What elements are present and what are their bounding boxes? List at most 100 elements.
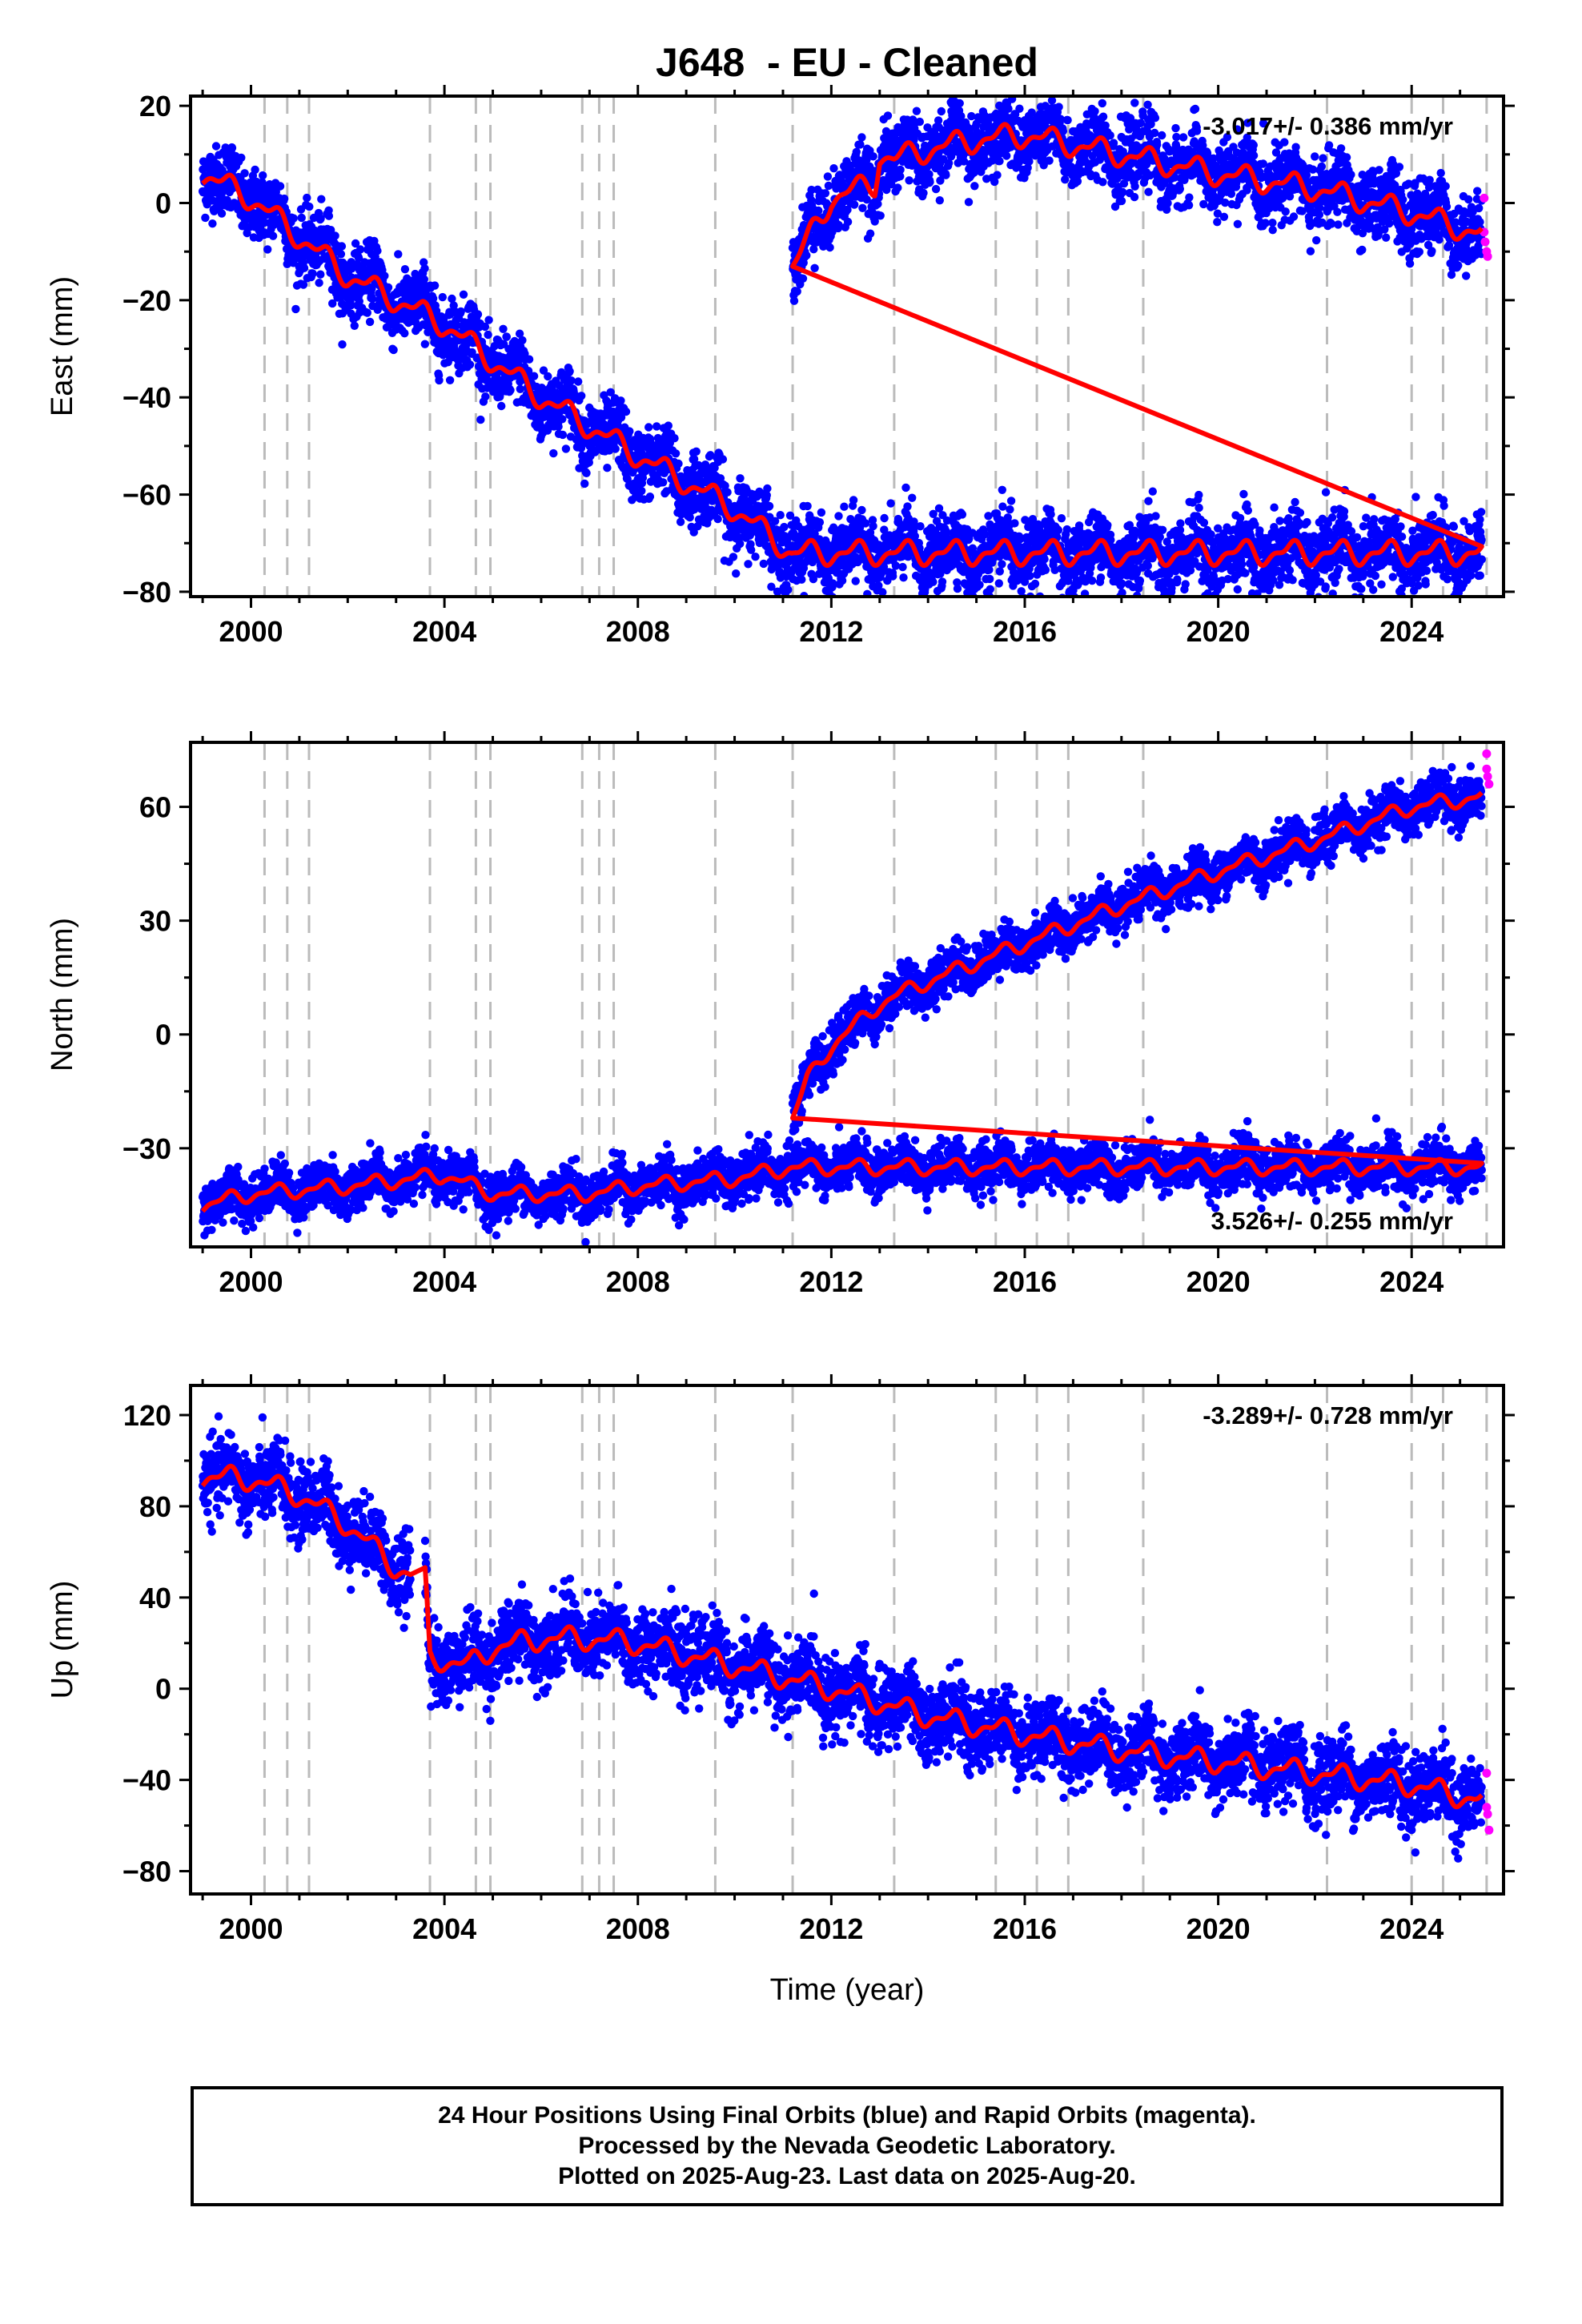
final-orbit-point [259, 171, 267, 180]
final-orbit-point [373, 247, 382, 255]
final-orbit-point [837, 576, 847, 585]
final-orbit-point [518, 336, 527, 345]
final-orbit-point [803, 501, 812, 511]
final-orbit-point [820, 602, 828, 610]
final-orbit-point [611, 444, 620, 453]
final-orbit-point [316, 270, 325, 279]
final-orbit-point [558, 430, 568, 440]
final-orbit-point [324, 211, 334, 220]
final-orbit-point [347, 301, 355, 310]
final-orbit-point [227, 143, 237, 152]
final-orbit-point [246, 178, 255, 187]
final-orbit-point [1476, 571, 1485, 580]
final-orbit-point [1421, 580, 1430, 589]
final-orbit-point [834, 512, 843, 521]
final-orbit-point [1069, 617, 1077, 625]
final-orbit-point [400, 329, 409, 338]
final-orbit-point [821, 189, 830, 198]
final-orbit-point [297, 213, 306, 223]
final-orbit-point [365, 317, 375, 327]
final-orbit-point [1087, 576, 1097, 585]
final-orbit-point [1477, 555, 1487, 564]
panel-east: 2000 2004 2008 2012 2016 2020 2024−80−60−40−20… [46, 85, 1515, 648]
final-orbit-point [1181, 580, 1190, 589]
final-orbit-point [328, 299, 337, 308]
final-orbit-point [1040, 555, 1049, 564]
final-orbit-point [938, 577, 947, 586]
final-orbit-point [1270, 503, 1279, 512]
final-orbit-point [1207, 530, 1215, 539]
final-orbit-point [671, 449, 681, 458]
final-orbit-point [1321, 488, 1331, 497]
final-orbit-point [776, 511, 785, 520]
final-orbit-point [420, 275, 428, 283]
final-orbit-point [1396, 522, 1405, 531]
final-orbit-point [670, 434, 679, 443]
final-orbit-point [759, 559, 768, 569]
final-orbit-point [765, 501, 774, 511]
final-orbit-point [817, 508, 826, 517]
final-orbit-point [645, 493, 655, 501]
final-orbit-point [744, 560, 753, 569]
final-orbit-point [350, 321, 359, 330]
final-orbit-point [1151, 512, 1160, 521]
final-orbit-point [1428, 510, 1437, 520]
final-orbit-point [299, 280, 308, 289]
final-orbit-point [825, 243, 834, 252]
chart-title: J648 - EU - Cleaned [656, 40, 1038, 85]
final-orbit-point [337, 242, 347, 251]
final-orbit-point [1144, 497, 1153, 505]
final-orbit-point [1155, 533, 1165, 541]
final-orbit-point [1452, 598, 1460, 606]
final-orbit-point [211, 142, 221, 151]
final-orbit-point [899, 573, 908, 582]
final-orbit-point [481, 392, 490, 401]
final-orbit-point [544, 372, 552, 381]
final-orbit-point [327, 226, 335, 235]
final-orbit-point [484, 316, 493, 324]
final-orbit-point [549, 448, 558, 458]
final-orbit-point [331, 231, 339, 240]
final-orbit-point [554, 422, 563, 431]
final-orbit-point [240, 169, 249, 178]
final-orbit-point [561, 444, 571, 453]
final-orbit-point [456, 307, 465, 316]
final-orbit-point [394, 250, 403, 259]
final-orbit-point [1158, 619, 1166, 627]
final-orbit-point [1255, 598, 1263, 606]
final-orbit-point [1195, 503, 1203, 513]
final-orbit-point [1327, 513, 1337, 522]
final-orbit-point [986, 574, 994, 584]
final-orbit-point [275, 182, 285, 191]
final-orbit-point [877, 604, 885, 612]
final-orbit-point [995, 567, 1005, 576]
final-orbit-point [1251, 604, 1259, 612]
final-orbit-point [985, 565, 994, 574]
final-orbit-point [1295, 509, 1305, 517]
final-orbit-point [736, 539, 745, 549]
final-orbit-point [1199, 518, 1209, 527]
final-orbit-point [1331, 578, 1339, 587]
final-orbit-point [355, 245, 365, 254]
final-orbit-point [621, 407, 631, 416]
final-orbit-point [1288, 576, 1297, 585]
final-orbit-point [1449, 522, 1459, 531]
final-orbit-point [1054, 525, 1063, 535]
final-orbit-point [367, 294, 377, 304]
final-orbit-point [886, 499, 895, 508]
final-orbit-point [1257, 605, 1265, 613]
final-orbit-point [772, 613, 780, 621]
final-orbit-point [1285, 566, 1295, 575]
final-orbit-point [898, 562, 907, 572]
final-orbit-point [815, 518, 825, 527]
final-orbit-point [580, 479, 589, 489]
final-orbit-point [1143, 561, 1153, 570]
final-orbit-point [1335, 565, 1343, 573]
final-orbit-point [291, 304, 300, 314]
final-orbit-point [953, 584, 962, 593]
final-orbit-point [869, 521, 877, 531]
final-orbit-point [524, 355, 534, 364]
final-orbit-point [201, 213, 210, 223]
final-orbit-point [516, 384, 524, 393]
final-orbit-point [780, 522, 789, 532]
